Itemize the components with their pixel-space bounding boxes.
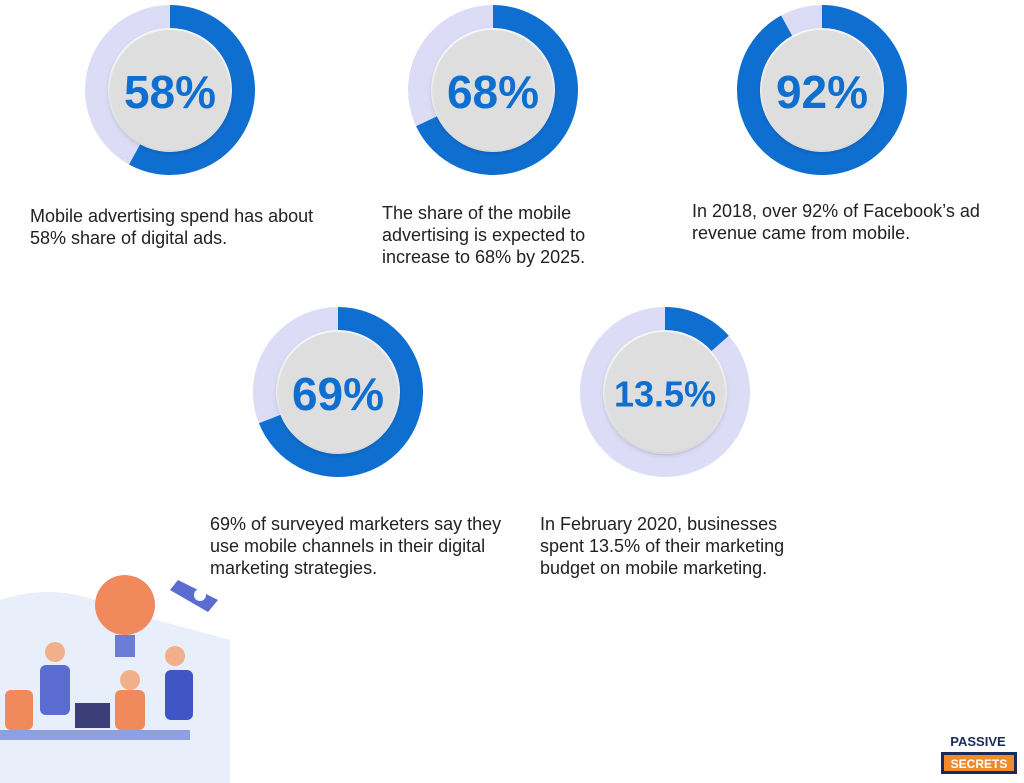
caption: In February 2020, businesses spent 13.5%… xyxy=(540,514,785,578)
donut-center xyxy=(433,30,553,150)
donut-arc xyxy=(129,5,255,175)
caption: In 2018, over 92% of Facebook’s ad reven… xyxy=(692,201,980,243)
value-label: 69% xyxy=(292,368,384,420)
illustration xyxy=(0,575,230,783)
donut-center xyxy=(605,332,725,452)
donut-arc xyxy=(416,5,578,175)
logo-top: PASSIVE xyxy=(950,734,1006,749)
value-label: 13.5% xyxy=(614,374,716,415)
caption: The share of the mobile advertising is e… xyxy=(382,203,586,267)
logo-inner xyxy=(944,755,1014,771)
value-label: 58% xyxy=(124,66,216,118)
donut-center xyxy=(762,30,882,150)
donut-arc xyxy=(737,5,907,175)
donut-arc xyxy=(258,307,423,477)
value-label: 92% xyxy=(776,66,868,118)
donut-center xyxy=(278,332,398,452)
caption: Mobile advertising spend has about 58% s… xyxy=(30,206,314,248)
donut-arc xyxy=(664,307,729,352)
donut-center xyxy=(110,30,230,150)
caption: 69% of surveyed marketers say they use m… xyxy=(210,514,502,578)
logo: PASSIVE SECRETS xyxy=(941,734,1017,774)
logo-bottom: SECRETS xyxy=(951,757,1008,771)
value-label: 68% xyxy=(447,66,539,118)
